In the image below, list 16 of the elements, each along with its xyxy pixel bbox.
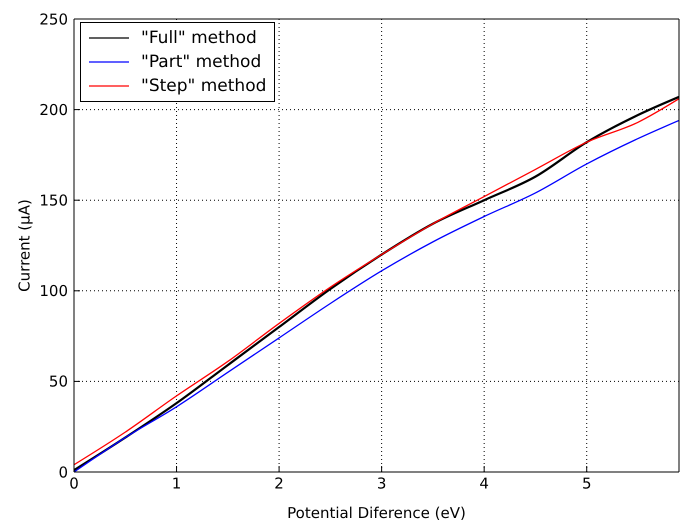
x-tick-label: 2: [274, 474, 284, 493]
y-axis-title: Current (μA): [15, 199, 34, 292]
y-tick-label: 100: [39, 282, 68, 300]
legend-label: "Part" method: [141, 52, 262, 72]
x-tick-label: 1: [172, 474, 182, 493]
x-axis-title: Potential Diference (eV): [287, 504, 466, 522]
y-tick-label: 50: [48, 372, 68, 391]
x-tick-label: 5: [582, 474, 592, 493]
y-tick-label: 250: [39, 10, 68, 28]
y-tick-label: 150: [39, 192, 68, 210]
y-tick-label: 200: [39, 100, 68, 119]
legend-label: "Step" method: [141, 76, 266, 96]
x-tick-label: 4: [479, 474, 489, 493]
legend-label: "Full" method: [141, 28, 257, 48]
y-tick-label: 0: [58, 463, 68, 482]
x-tick-label: 3: [376, 474, 386, 493]
